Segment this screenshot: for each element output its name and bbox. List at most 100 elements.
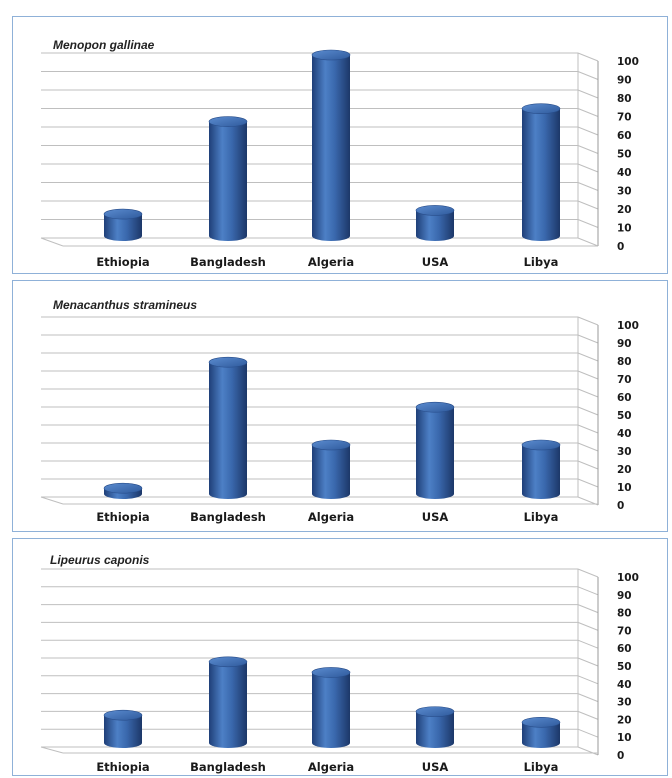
- y-tick-label: 80: [617, 608, 632, 620]
- gridline-depth: [577, 621, 599, 631]
- gridline-depth: [577, 219, 599, 228]
- bar-body: [522, 722, 560, 748]
- bar-top: [415, 205, 455, 216]
- x-tick-label: Bangladesh: [190, 510, 266, 524]
- bar-top: [208, 656, 248, 668]
- x-tick-label: Ethiopia: [96, 510, 149, 524]
- gridline-depth: [577, 657, 599, 667]
- chart-panel-lipeurus: Lipeurus caponis 0 10 20 30 40 50 60 70 80 90 100 E…: [12, 538, 668, 776]
- bar-top: [311, 49, 351, 61]
- bar: [521, 103, 561, 242]
- bar-top: [521, 439, 561, 451]
- y-tick-label: 40: [617, 428, 632, 440]
- y-tick-label: 0: [617, 500, 624, 512]
- chart-svg: Menopon gallinae 0 10 20 30 40 50 60 70 80 90 100 E…: [40, 38, 639, 269]
- chart-title: Menacanthus stramineus: [53, 298, 197, 312]
- gridline-depth: [577, 710, 599, 720]
- y-tick-label: 60: [617, 392, 632, 404]
- gridline-depth: [577, 406, 599, 416]
- gridline-depth: [577, 460, 599, 470]
- x-tick-label: Algeria: [308, 255, 354, 269]
- y-tick-label: 100: [617, 572, 639, 584]
- bar-body: [522, 108, 560, 242]
- gridline-depth: [577, 163, 599, 173]
- bar: [521, 439, 561, 499]
- gridline-depth: [577, 746, 599, 756]
- y-tick-label: 40: [617, 679, 632, 691]
- bar: [311, 667, 351, 748]
- bar-body: [416, 407, 454, 499]
- gridline-depth: [577, 182, 599, 191]
- y-tick-label: 100: [617, 56, 639, 68]
- chart-title: Lipeurus caponis: [50, 553, 150, 567]
- gridline-depth: [577, 334, 599, 344]
- bar-top: [208, 356, 248, 368]
- y-tick-label: 10: [617, 482, 632, 494]
- chart-panel-menopon: Menopon gallinae 0 10 20 30 40 50 60 70 80 90 100 E…: [12, 16, 668, 274]
- bar: [208, 656, 248, 748]
- bar-body: [416, 711, 454, 748]
- x-tick-label: Bangladesh: [190, 255, 266, 269]
- gridline-depth: [577, 237, 599, 247]
- y-tick-label: 70: [617, 625, 632, 637]
- x-tick-label: USA: [422, 510, 449, 524]
- y-tick-label: 60: [617, 643, 632, 655]
- gridline-depth: [577, 370, 599, 380]
- y-tick-label: 0: [617, 241, 624, 253]
- bar-body: [312, 55, 350, 241]
- y-tick-label: 60: [617, 130, 632, 142]
- bar-body: [209, 362, 247, 499]
- x-tick-label: Bangladesh: [190, 760, 266, 774]
- y-tick-label: 30: [617, 446, 632, 458]
- y-tick-label: 90: [617, 338, 632, 350]
- y-tick-label: 50: [617, 661, 632, 673]
- gridline-depth: [577, 478, 599, 488]
- bar-body: [209, 121, 247, 241]
- bar-body: [522, 445, 560, 499]
- y-tick-label: 50: [617, 410, 632, 422]
- y-tick-label: 30: [617, 697, 632, 709]
- y-tick-label: 80: [617, 356, 632, 368]
- floor-edge: [40, 746, 64, 754]
- x-tick-label: Ethiopia: [96, 255, 149, 269]
- y-tick-label: 100: [617, 320, 639, 332]
- bar-top: [415, 706, 455, 717]
- x-tick-label: USA: [422, 760, 449, 774]
- x-tick-label: Libya: [524, 255, 559, 269]
- bar: [415, 401, 455, 499]
- x-tick-label: Algeria: [308, 510, 354, 524]
- bar-body: [104, 214, 142, 241]
- bar-top: [521, 103, 561, 114]
- y-tick-label: 80: [617, 93, 632, 105]
- bar-body: [104, 715, 142, 748]
- gridline-depth: [577, 52, 599, 62]
- bar-top: [103, 208, 143, 220]
- bar-body: [312, 445, 350, 499]
- gridline-depth: [577, 316, 599, 326]
- bar-top: [103, 709, 143, 721]
- x-tick-label: Libya: [524, 760, 559, 774]
- y-tick-label: 0: [617, 750, 624, 762]
- y-tick-label: 20: [617, 204, 632, 216]
- gridline-depth: [577, 728, 599, 738]
- bar: [311, 49, 351, 241]
- y-tick-label: 10: [617, 732, 632, 744]
- bar-top: [521, 717, 561, 728]
- chart-svg: Menacanthus stramineus 0 10 20 30 40 50 60 70 80…: [40, 298, 639, 524]
- gridline-depth: [577, 352, 599, 362]
- gridline-depth: [577, 145, 599, 154]
- y-tick-label: 30: [617, 186, 632, 198]
- gridline-depth: [577, 71, 599, 80]
- floor-edge: [40, 237, 64, 247]
- bar-body: [312, 672, 350, 748]
- gridline-depth: [577, 89, 599, 99]
- bar-top: [103, 482, 143, 494]
- y-tick-label: 50: [617, 149, 632, 161]
- bar: [208, 116, 248, 241]
- bar: [103, 709, 143, 748]
- bar: [521, 717, 561, 748]
- gridline-depth: [577, 568, 599, 578]
- chart-title: Menopon gallinae: [53, 38, 155, 52]
- bar: [103, 482, 143, 499]
- bar: [311, 439, 351, 499]
